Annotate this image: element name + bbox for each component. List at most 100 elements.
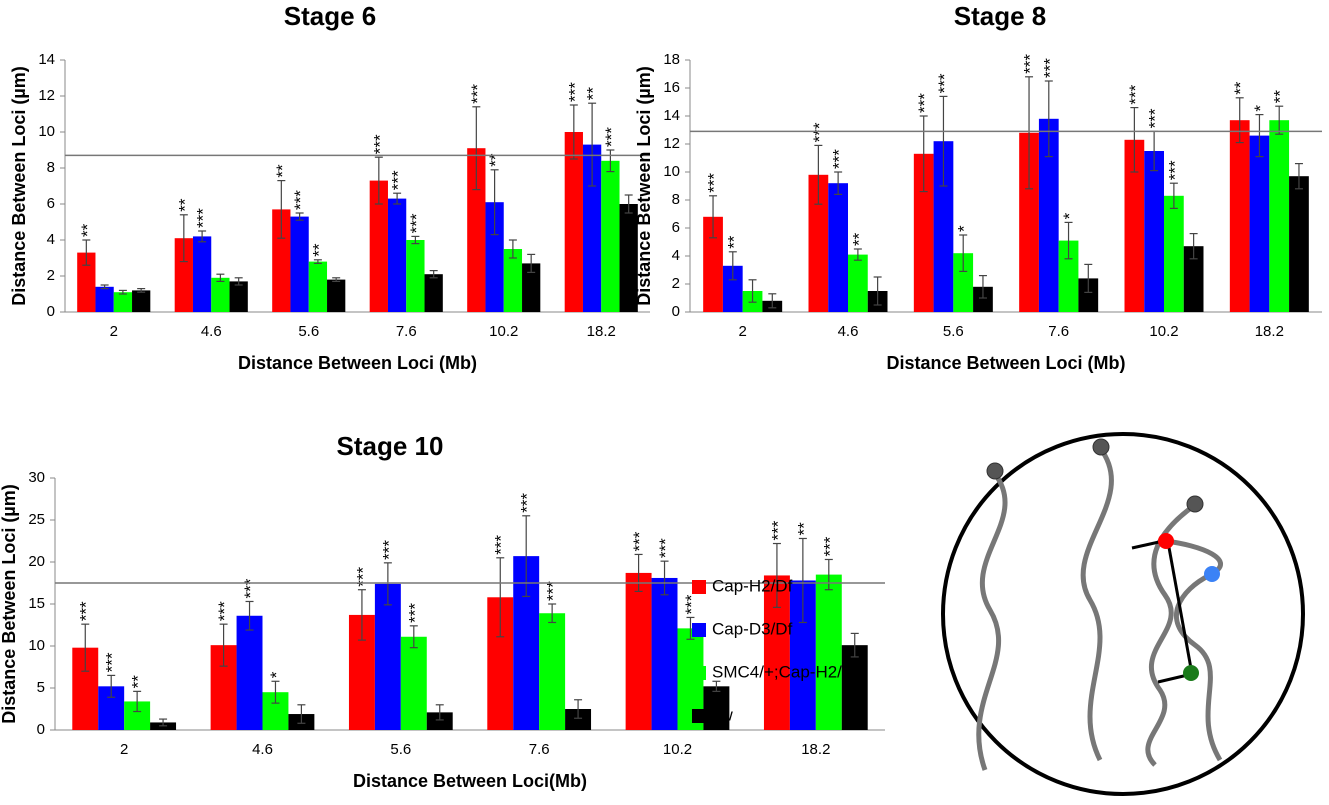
y-tick-label: 0 bbox=[47, 303, 55, 320]
significance: *** bbox=[518, 493, 537, 513]
y-axis-label: Distance Between Loci (µm) bbox=[634, 66, 654, 305]
chart-title: Stage 6 bbox=[284, 1, 377, 31]
significance: *** bbox=[1126, 84, 1145, 104]
bar bbox=[619, 204, 638, 312]
bar bbox=[815, 574, 842, 730]
bar bbox=[426, 712, 453, 730]
significance: *** bbox=[935, 73, 954, 93]
x-axis-label: Distance Between Loci(Mb) bbox=[353, 771, 587, 791]
y-tick-label: 20 bbox=[28, 553, 45, 570]
bar bbox=[174, 238, 193, 312]
legend-label: yw bbox=[712, 705, 734, 724]
bar bbox=[953, 253, 974, 312]
significance: *** bbox=[405, 603, 424, 623]
bar bbox=[1078, 278, 1099, 312]
bar bbox=[722, 265, 743, 312]
significance: * bbox=[955, 225, 974, 232]
bar bbox=[113, 292, 133, 312]
significance: *** bbox=[656, 538, 675, 558]
significance: *** bbox=[1165, 160, 1184, 180]
bar bbox=[400, 636, 427, 730]
bar bbox=[374, 583, 401, 730]
x-tick-label: 5.6 bbox=[390, 741, 411, 758]
y-tick-label: 12 bbox=[38, 87, 55, 104]
x-tick-label: 18.2 bbox=[587, 323, 616, 340]
bar bbox=[1269, 120, 1290, 312]
significance: *** bbox=[353, 566, 372, 586]
x-tick-label: 7.6 bbox=[529, 741, 550, 758]
significance: *** bbox=[194, 208, 213, 228]
significance: * bbox=[1060, 212, 1079, 219]
y-tick-label: 0 bbox=[672, 303, 680, 320]
bar bbox=[132, 290, 151, 312]
bar bbox=[95, 286, 114, 312]
x-tick-label: 5.6 bbox=[943, 323, 964, 340]
y-tick-label: 2 bbox=[672, 275, 680, 292]
x-tick-label: 10.2 bbox=[1149, 323, 1178, 340]
bar bbox=[308, 261, 328, 312]
bar bbox=[933, 141, 954, 312]
bar bbox=[703, 686, 730, 730]
significance: *** bbox=[544, 581, 563, 601]
significance: *** bbox=[682, 594, 701, 614]
y-tick-label: 6 bbox=[672, 219, 680, 236]
significance: *** bbox=[291, 190, 310, 210]
y-tick-label: 18 bbox=[663, 51, 680, 68]
significance: ** bbox=[273, 164, 292, 178]
bar bbox=[236, 615, 263, 730]
significance: *** bbox=[1021, 54, 1040, 74]
bar bbox=[522, 263, 541, 312]
bar bbox=[1144, 151, 1164, 312]
significance: *** bbox=[389, 170, 408, 190]
y-tick-label: 10 bbox=[38, 123, 55, 140]
significance: ** bbox=[584, 87, 603, 101]
bar bbox=[703, 216, 723, 312]
y-tick-label: 10 bbox=[663, 163, 680, 180]
legend-label: Cap-D3/Df bbox=[712, 619, 793, 638]
bar bbox=[841, 645, 868, 730]
bar bbox=[848, 254, 868, 312]
y-tick-label: 25 bbox=[28, 511, 45, 528]
bar bbox=[1183, 246, 1204, 312]
significance: *** bbox=[77, 601, 96, 621]
legend-label: SMC4/+;Cap-H2/+ bbox=[712, 662, 852, 681]
bar bbox=[1038, 118, 1059, 312]
significance: *** bbox=[565, 82, 584, 102]
bar bbox=[77, 252, 96, 312]
x-tick-label: 10.2 bbox=[663, 741, 692, 758]
significance: *** bbox=[241, 578, 260, 598]
bar bbox=[808, 174, 829, 312]
significance: *** bbox=[492, 535, 511, 555]
x-tick-label: 2 bbox=[738, 323, 746, 340]
x-tick-label: 18.2 bbox=[1255, 323, 1284, 340]
x-axis-label: Distance Between Loci (Mb) bbox=[238, 353, 477, 373]
x-tick-label: 18.2 bbox=[801, 741, 830, 758]
bar bbox=[406, 240, 425, 312]
x-tick-label: 4.6 bbox=[252, 741, 273, 758]
y-tick-label: 14 bbox=[663, 107, 680, 124]
x-tick-label: 4.6 bbox=[201, 323, 222, 340]
significance: *** bbox=[630, 531, 649, 551]
legend-swatch bbox=[692, 709, 706, 723]
bar bbox=[467, 148, 486, 312]
bar bbox=[1019, 132, 1039, 312]
bar bbox=[272, 209, 291, 312]
bar bbox=[601, 160, 620, 312]
bar bbox=[565, 709, 592, 730]
significance: *** bbox=[705, 173, 724, 193]
bar bbox=[1289, 176, 1309, 312]
significance: *** bbox=[379, 540, 398, 560]
legend-label: Cap-H2/Df bbox=[712, 576, 793, 595]
legend-swatch bbox=[692, 666, 706, 680]
significance: ** bbox=[794, 522, 813, 536]
bar bbox=[387, 198, 407, 312]
x-tick-label: 2 bbox=[120, 741, 128, 758]
significance: *** bbox=[830, 149, 849, 169]
y-tick-label: 15 bbox=[28, 595, 45, 612]
significance: ** bbox=[78, 223, 97, 237]
significance: *** bbox=[602, 127, 621, 147]
significance: ** bbox=[849, 232, 868, 246]
x-tick-label: 2 bbox=[110, 323, 118, 340]
bar bbox=[424, 274, 443, 312]
